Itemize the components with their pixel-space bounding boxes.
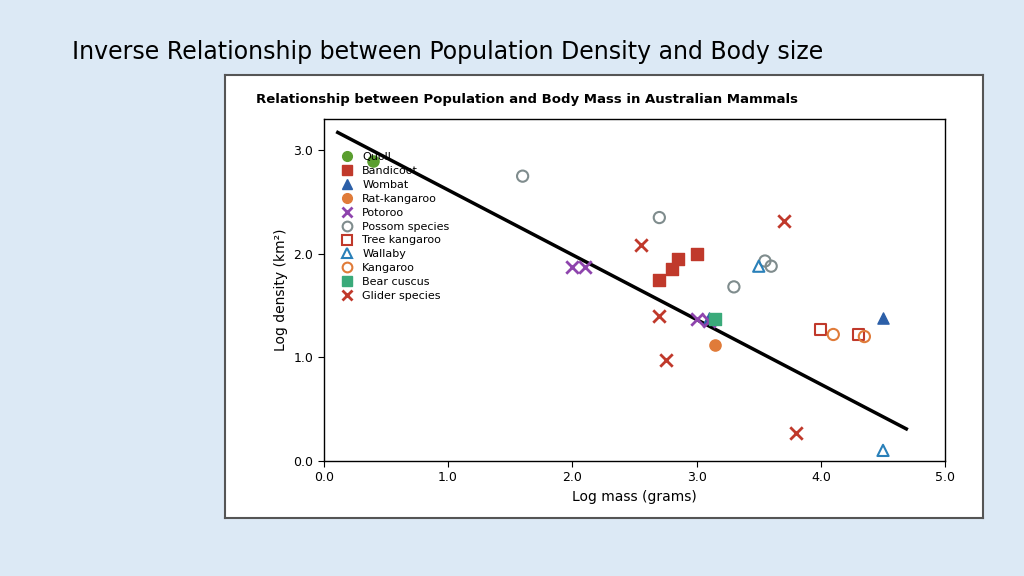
Point: [874, 313, 891, 323]
Point: [700, 313, 717, 323]
X-axis label: Log mass (grams): Log mass (grams): [572, 490, 697, 504]
Point: [825, 330, 842, 339]
Point: [751, 262, 767, 271]
Point: [366, 156, 382, 165]
Point: [763, 262, 779, 271]
Point: [664, 265, 680, 274]
Point: [726, 282, 742, 291]
Point: [651, 213, 668, 222]
Legend: Quoll, Bandicoot, Wombat, Rat-kangaroo, Potoroo, Possom species, Tree kangaroo, : Quoll, Bandicoot, Wombat, Rat-kangaroo, …: [336, 152, 450, 301]
Point: [850, 330, 866, 339]
Text: Inverse Relationship between Population Density and Body size: Inverse Relationship between Population …: [72, 40, 823, 65]
Point: [651, 311, 668, 320]
Point: [577, 263, 593, 272]
Point: [564, 263, 581, 272]
Point: [514, 172, 530, 181]
Point: [657, 356, 674, 365]
Point: [688, 249, 705, 259]
Y-axis label: Log density (km²): Log density (km²): [273, 229, 288, 351]
Point: [813, 325, 829, 334]
Text: Relationship between Population and Body Mass in Australian Mammals: Relationship between Population and Body…: [256, 93, 798, 105]
Point: [707, 340, 723, 350]
Point: [688, 314, 705, 324]
Point: [856, 332, 872, 341]
Point: [651, 275, 668, 284]
Point: [775, 216, 792, 225]
Point: [670, 255, 686, 264]
Point: [707, 314, 723, 324]
Point: [874, 446, 891, 455]
Point: [633, 241, 649, 250]
Point: [700, 316, 717, 325]
Point: [787, 428, 804, 437]
Point: [757, 256, 773, 266]
